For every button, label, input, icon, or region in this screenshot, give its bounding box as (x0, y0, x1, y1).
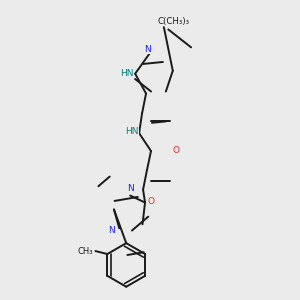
Text: O: O (172, 146, 179, 155)
Text: HN: HN (120, 69, 134, 78)
Text: O: O (148, 197, 154, 206)
Text: N: N (127, 184, 134, 193)
Text: C(CH₃)₃: C(CH₃)₃ (158, 17, 190, 26)
Text: N: N (144, 45, 151, 54)
Text: HN: HN (125, 127, 138, 136)
Text: CH₃: CH₃ (78, 247, 93, 256)
Text: N: N (108, 226, 115, 235)
